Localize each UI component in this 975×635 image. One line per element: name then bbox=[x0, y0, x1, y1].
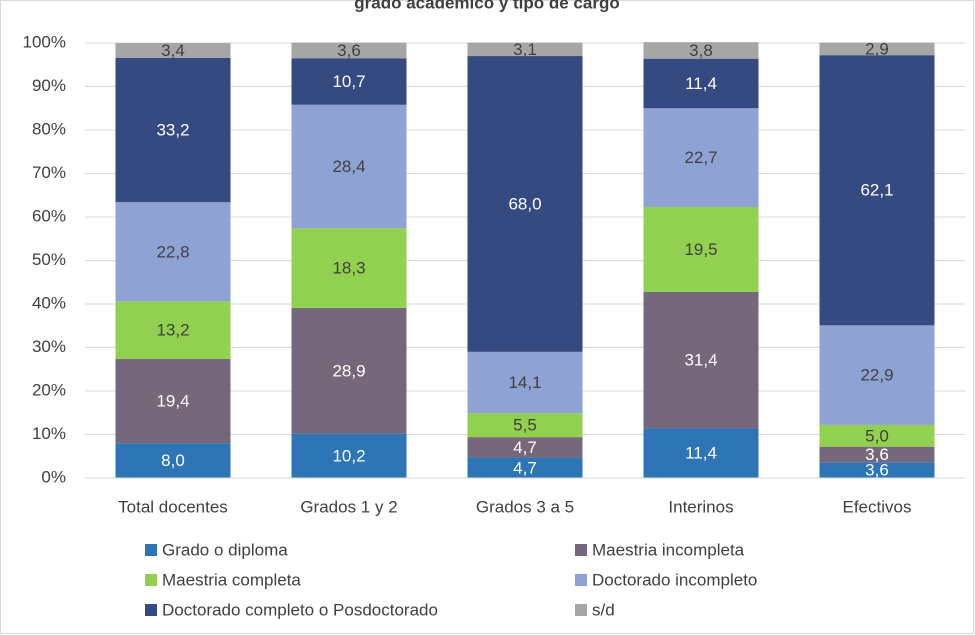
legend-swatch bbox=[575, 604, 587, 616]
data-label: 28,4 bbox=[332, 157, 365, 176]
data-label: 68,0 bbox=[508, 194, 541, 213]
bar-segment bbox=[819, 424, 935, 447]
data-label: 10,7 bbox=[332, 72, 365, 91]
bar-segment bbox=[291, 228, 407, 308]
bar-segment bbox=[467, 351, 583, 414]
legend-swatch bbox=[575, 574, 587, 586]
bar-segment bbox=[115, 443, 231, 478]
bar-segment bbox=[291, 104, 407, 229]
legend-label: s/d bbox=[592, 600, 615, 619]
data-label: 62,1 bbox=[860, 181, 893, 200]
data-label: 4,7 bbox=[513, 458, 537, 477]
legend-label: Maestria completa bbox=[162, 570, 301, 589]
data-label: 28,9 bbox=[332, 361, 365, 380]
bar-segment bbox=[115, 57, 231, 203]
data-label: 22,9 bbox=[860, 366, 893, 385]
legend-label: Doctorado completo o Posdoctorado bbox=[162, 600, 438, 619]
legend-label: Doctorado incompleto bbox=[592, 570, 757, 589]
data-label: 11,4 bbox=[685, 444, 717, 463]
y-tick-label: 70% bbox=[32, 163, 66, 182]
bar-segment bbox=[643, 291, 759, 429]
legend-label: Grado o diploma bbox=[162, 540, 288, 559]
y-tick-label: 60% bbox=[32, 206, 66, 225]
x-tick-label: Total docentes bbox=[118, 497, 228, 516]
bar-segment bbox=[643, 58, 759, 109]
data-label: 22,8 bbox=[156, 242, 189, 261]
y-tick-label: 0% bbox=[41, 467, 66, 486]
bar-segment bbox=[467, 437, 583, 458]
data-label: 19,5 bbox=[684, 240, 717, 259]
data-label: 4,7 bbox=[513, 438, 537, 457]
legend-swatch bbox=[145, 604, 157, 616]
y-tick-label: 20% bbox=[32, 380, 66, 399]
data-label: 19,4 bbox=[156, 391, 189, 410]
data-label: 3,6 bbox=[865, 445, 889, 464]
bar-segment bbox=[643, 428, 759, 478]
data-label: 2,9 bbox=[865, 39, 889, 58]
bar-segment bbox=[291, 307, 407, 434]
y-tick-label: 90% bbox=[32, 76, 66, 95]
bar-segment bbox=[291, 42, 407, 59]
bar-segment bbox=[819, 325, 935, 425]
bar-segment bbox=[467, 457, 583, 478]
legend-swatch bbox=[145, 544, 157, 556]
data-label: 33,2 bbox=[156, 120, 189, 139]
bar-segment bbox=[643, 108, 759, 207]
legend-swatch bbox=[145, 574, 157, 586]
x-tick-label: Interinos bbox=[668, 497, 733, 516]
y-tick-label: 40% bbox=[32, 293, 66, 312]
y-tick-label: 50% bbox=[32, 250, 66, 269]
data-label: 5,0 bbox=[865, 426, 889, 445]
bar-segment bbox=[819, 55, 935, 326]
bar-segment bbox=[819, 42, 935, 56]
data-label: 8,0 bbox=[161, 451, 185, 470]
bar-segment bbox=[467, 56, 583, 352]
y-tick-label: 10% bbox=[32, 424, 66, 443]
x-tick-label: Grados 3 a 5 bbox=[476, 497, 574, 516]
bar-segment bbox=[291, 433, 407, 478]
x-tick-label: Efectivos bbox=[843, 497, 912, 516]
y-tick-label: 30% bbox=[32, 337, 66, 356]
data-label: 5,5 bbox=[513, 416, 537, 435]
data-label: 13,2 bbox=[156, 321, 189, 340]
bar-segment bbox=[115, 301, 231, 359]
x-tick-label: Grados 1 y 2 bbox=[300, 497, 397, 516]
data-label: 3,8 bbox=[689, 41, 713, 60]
data-label: 22,7 bbox=[684, 148, 717, 167]
bar-segment bbox=[115, 43, 231, 58]
bar-segment bbox=[819, 462, 935, 478]
data-label: 10,2 bbox=[332, 446, 365, 465]
data-label: 31,4 bbox=[684, 351, 717, 370]
legend-swatch bbox=[575, 544, 587, 556]
bar-segment bbox=[115, 358, 231, 444]
data-label: 14,1 bbox=[508, 373, 541, 392]
y-tick-label: 100% bbox=[23, 32, 66, 51]
data-label: 3,4 bbox=[161, 41, 185, 60]
bar-segment bbox=[643, 42, 759, 59]
data-label: 18,3 bbox=[332, 259, 365, 278]
data-label: 3,6 bbox=[337, 41, 361, 60]
data-label: 11,4 bbox=[685, 74, 717, 93]
data-label: 3,1 bbox=[513, 40, 537, 59]
bar-segment bbox=[819, 446, 935, 463]
legend-label: Maestria incompleta bbox=[592, 540, 745, 559]
bar-segment bbox=[115, 202, 231, 302]
chart-title: grado académico y tipo de cargo bbox=[354, 0, 619, 12]
bar-segment bbox=[643, 206, 759, 292]
bar-segment bbox=[291, 58, 407, 105]
bar-segment bbox=[467, 413, 583, 438]
y-tick-label: 80% bbox=[32, 119, 66, 138]
bar-segment bbox=[467, 42, 583, 57]
data-label: 3,6 bbox=[865, 461, 889, 480]
